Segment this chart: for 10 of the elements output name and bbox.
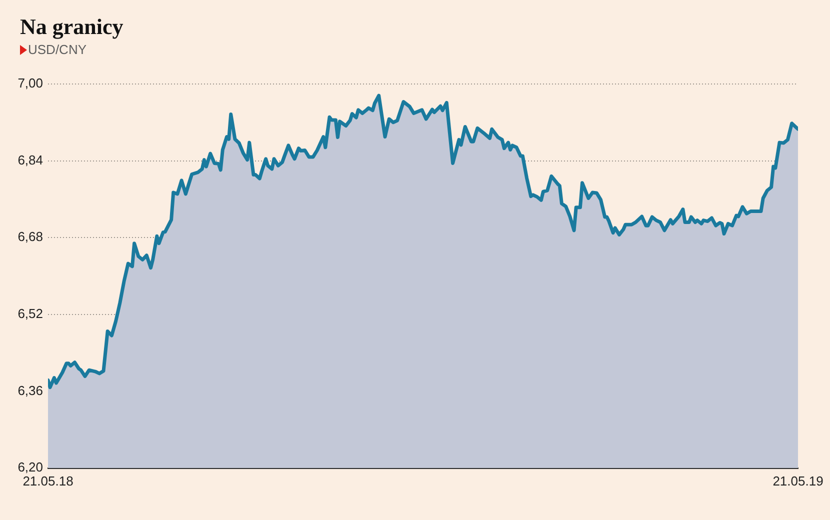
y-tick-label: 6,84 bbox=[18, 152, 43, 168]
y-tick-label: 6,68 bbox=[18, 229, 43, 244]
chart-title: Na granicy bbox=[20, 14, 124, 40]
y-tick-label: 7,00 bbox=[18, 76, 43, 91]
x-tick-label: 21.05.18 bbox=[22, 473, 74, 488]
x-tick-label: 21.05.19 bbox=[772, 473, 824, 488]
chart-subtitle: USD/CNY bbox=[28, 42, 87, 58]
y-tick-label: 6,20 bbox=[18, 460, 43, 475]
y-tick-label: 6,36 bbox=[18, 382, 43, 398]
y-tick-label: 6,52 bbox=[18, 306, 43, 321]
